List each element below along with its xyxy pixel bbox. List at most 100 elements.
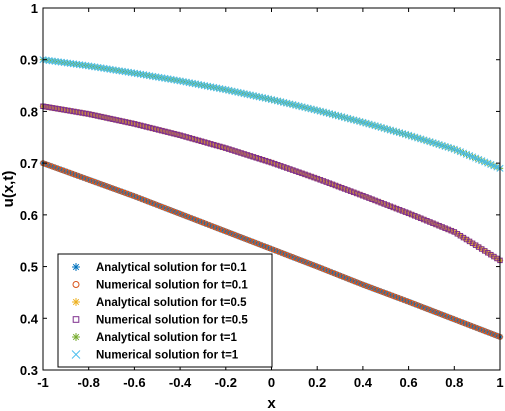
data-point [155, 202, 162, 209]
data-point [457, 318, 464, 325]
data-point [64, 107, 71, 114]
marker-stroke [158, 74, 166, 82]
marker-circle [338, 273, 345, 280]
data-point [127, 69, 135, 77]
marker-stroke [453, 146, 461, 155]
data-point [262, 157, 269, 164]
data-point [350, 278, 357, 284]
marker-circle [104, 183, 110, 190]
marker-square [70, 108, 77, 115]
marker-circle [417, 303, 424, 310]
marker-square [49, 105, 55, 111]
marker-square [55, 106, 61, 112]
data-point [241, 151, 247, 157]
marker-stroke [200, 82, 209, 90]
data-point [128, 120, 135, 126]
data-point [302, 171, 308, 178]
marker-stroke [121, 68, 129, 76]
marker-square [165, 129, 171, 135]
marker-square [168, 130, 174, 136]
data-point [85, 176, 92, 183]
marker-stroke [389, 127, 397, 135]
data-point [341, 274, 348, 281]
data-point [375, 287, 382, 294]
data-point [79, 174, 86, 181]
marker-circle [222, 228, 229, 235]
marker-stroke [465, 152, 474, 160]
marker-stroke [408, 132, 416, 140]
marker-stroke [322, 109, 330, 117]
data-point [70, 171, 77, 178]
data-point [49, 105, 55, 111]
marker-circle [52, 164, 59, 171]
data-point [189, 215, 196, 222]
marker-stroke [139, 71, 148, 79]
marker-stroke [350, 116, 358, 124]
data-point [262, 243, 269, 250]
marker-circle [247, 237, 254, 244]
data-point [332, 270, 339, 277]
data-point [109, 66, 117, 74]
marker-stroke [456, 148, 464, 156]
marker-square [357, 191, 363, 198]
legend-label: Analytical solution for t=1 [96, 332, 238, 344]
data-point [305, 172, 311, 179]
data-point [195, 217, 202, 224]
marker-square [241, 151, 247, 157]
marker-circle [442, 312, 449, 319]
marker-stroke [362, 119, 370, 127]
marker-square [405, 210, 412, 217]
data-point [48, 57, 56, 65]
data-point [308, 173, 314, 180]
marker-square [116, 117, 122, 124]
data-point [94, 180, 101, 186]
data-point [494, 332, 500, 339]
data-point [244, 152, 250, 158]
data-point [76, 61, 84, 69]
marker-stroke [146, 72, 154, 80]
data-point [57, 58, 65, 66]
marker-circle [292, 255, 299, 262]
marker-square [332, 182, 339, 189]
data-point [378, 200, 384, 206]
data-point [439, 311, 446, 318]
marker-square [223, 145, 229, 151]
marker-square [283, 165, 290, 171]
data-point [335, 272, 342, 278]
marker-stroke [72, 60, 81, 68]
legend-item: Numerical solution for t=1 [71, 350, 239, 362]
marker-stroke [79, 61, 87, 69]
data-point [85, 111, 92, 117]
marker-square [290, 167, 296, 173]
marker-circle [344, 275, 351, 282]
x-tick-label: -0.4 [169, 375, 192, 390]
data-point [192, 216, 199, 223]
data-point [165, 129, 171, 135]
x-tick-label: -0.2 [215, 375, 237, 390]
marker-square [89, 111, 95, 118]
marker-stroke [325, 110, 333, 118]
marker-square [430, 220, 436, 226]
marker-stroke [54, 58, 62, 66]
data-point [420, 304, 427, 311]
marker-stroke [274, 97, 282, 105]
marker-circle [384, 290, 391, 297]
marker-circle [475, 325, 482, 332]
marker-stroke [115, 67, 123, 75]
marker-square [299, 170, 305, 177]
marker-stroke [176, 77, 184, 85]
data-point [177, 132, 183, 138]
data-point [405, 298, 412, 305]
marker-square [159, 127, 165, 134]
data-point [180, 212, 187, 218]
marker-circle [454, 317, 461, 324]
data-point [375, 198, 381, 205]
marker-circle [296, 256, 302, 263]
series-2 [40, 160, 503, 340]
marker-stroke [252, 92, 260, 100]
marker-square [427, 219, 433, 225]
data-point [143, 198, 150, 204]
data-point [183, 213, 190, 220]
data-point [177, 210, 184, 217]
data-point [238, 150, 244, 156]
